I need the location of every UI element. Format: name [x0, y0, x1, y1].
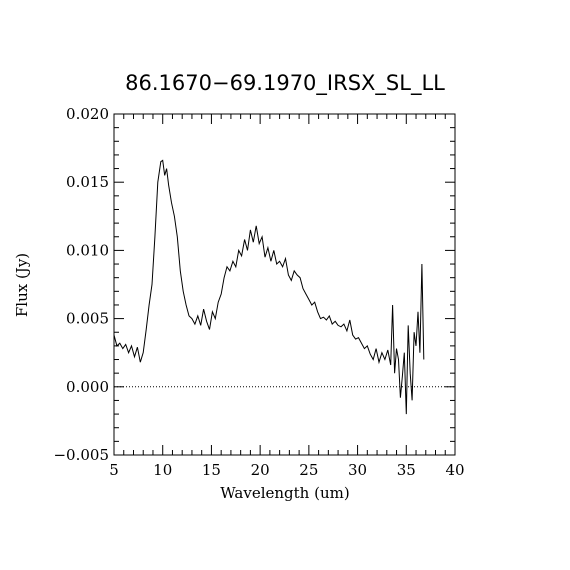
y-tick-label: 0.000: [66, 378, 109, 396]
x-tick-label: 10: [153, 461, 172, 479]
y-tick-label: 0.020: [66, 105, 109, 123]
y-axis: −0.005 0.000 0.005 0.010 0.015 0.020: [53, 105, 455, 464]
y-tick-label: −0.005: [53, 446, 109, 464]
plot-area: [113, 113, 456, 456]
chart-title: 86.1670−69.1970_IRSX_SL_LL: [125, 71, 445, 96]
x-tick-label: 25: [299, 461, 318, 479]
y-axis-title: Flux (Jy): [13, 253, 31, 317]
x-tick-label: 5: [109, 461, 119, 479]
y-tick-label: 0.005: [66, 310, 109, 328]
x-tick-label: 20: [251, 461, 270, 479]
x-tick-label: 35: [397, 461, 416, 479]
y-tick-label: 0.010: [66, 241, 109, 259]
x-axis-title: Wavelength (um): [220, 484, 349, 502]
plot-frame: [113, 113, 456, 456]
x-axis: 5 10 15 20 25 30 35 40: [109, 114, 465, 479]
x-tick-label: 40: [445, 461, 464, 479]
x-tick-label: 15: [202, 461, 221, 479]
x-tick-label: 30: [348, 461, 367, 479]
y-tick-label: 0.015: [66, 173, 109, 191]
flux-spectrum-line: [113, 159, 425, 415]
